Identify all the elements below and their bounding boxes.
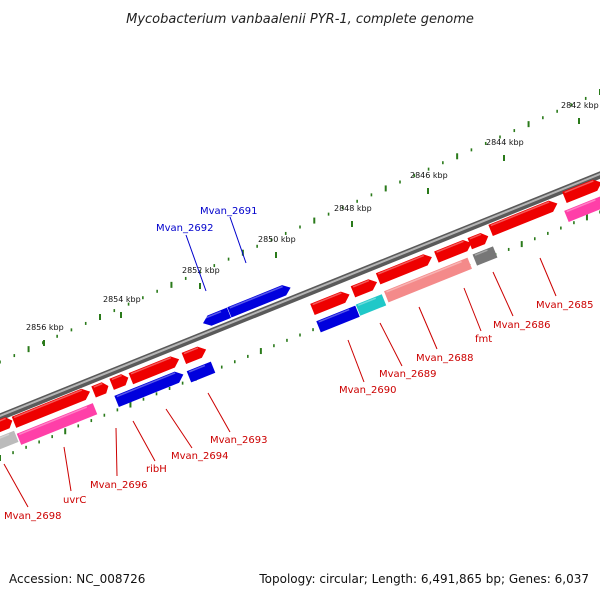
gene-highlight — [183, 347, 199, 355]
gene-label-mvan-2693[interactable]: Mvan_2693 — [210, 435, 267, 446]
gene-highlight — [352, 279, 370, 288]
leader-mvan-2698 — [3, 463, 29, 508]
tick-label: 2844 kbp — [486, 138, 524, 147]
gene-highlight — [0, 417, 6, 424]
tick-label: 2846 kbp — [410, 171, 448, 180]
label-leader-lines — [3, 216, 557, 508]
tick-label: 2842 kbp — [561, 101, 599, 110]
gene-mvan-2692 — [203, 307, 232, 326]
gene-label-mvan-2686[interactable]: Mvan_2686 — [493, 320, 550, 331]
feature-mvan-2688 — [384, 257, 472, 303]
gene-mvan-2691 — [227, 285, 291, 318]
gene-mvan-2685-fwd — [488, 200, 558, 237]
gene-label-mvan-2692[interactable]: Mvan_2692 — [156, 223, 213, 234]
leader-mvan-2696 — [115, 427, 118, 477]
accession-text: Accession: NC_008726 — [9, 572, 146, 586]
gene-mvan-2684-fwd — [562, 179, 600, 204]
tick-label: 2848 kbp — [334, 204, 372, 213]
leader-mvan-2686 — [492, 271, 514, 317]
leader-mvan-2693 — [207, 392, 231, 433]
tick-label: 2856 kbp — [26, 323, 64, 332]
genome-backbone-highlight — [0, 172, 600, 418]
map-title: Mycobacterium vanbaalenii PYR-1, complet… — [126, 12, 474, 27]
gene-label-mvan-2696[interactable]: Mvan_2696 — [90, 480, 147, 491]
gene-highlight — [130, 357, 172, 375]
gene-ribh-fwd — [109, 374, 129, 390]
feature-mvan-2694 — [114, 371, 184, 408]
gene-label-mvan-2698[interactable]: Mvan_2698 — [4, 511, 61, 522]
gene-highlight — [188, 364, 206, 373]
gene-mvan-2698-fwd — [0, 417, 13, 433]
gene-mvan-2689-fwd — [350, 279, 378, 298]
gene-mvan-2688-fwd — [375, 254, 432, 285]
feature-mvan-2689 — [355, 294, 387, 316]
gene-highlight — [111, 374, 122, 381]
topology-text: Topology: circular; Length: 6,491,865 bp… — [259, 572, 589, 586]
gene-highlight — [318, 308, 350, 323]
leader-mvan-2690 — [347, 339, 365, 383]
gene-fmt-fwd — [434, 239, 472, 263]
gene-label-mvan-2690[interactable]: Mvan_2690 — [339, 385, 396, 396]
gene-mvan-2693-fwd — [181, 346, 207, 365]
gene-highlight — [203, 310, 222, 320]
feature-mvan-2698 — [0, 430, 19, 450]
leader-uvrc — [63, 446, 72, 492]
gene-highlight — [474, 249, 488, 256]
feature-fmt — [472, 246, 498, 266]
inner-tick-ring — [0, 210, 600, 461]
gene-highlight — [0, 433, 10, 440]
gene-highlight — [312, 292, 342, 306]
gene-label-uvrc[interactable]: uvrC — [63, 495, 86, 506]
gene-mvan-2696-fwd — [91, 382, 109, 398]
gene-highlight — [490, 201, 550, 227]
gene-highlight — [18, 406, 88, 436]
leader-mvan-2689 — [379, 322, 403, 367]
gene-mvan-2690-fwd — [310, 291, 350, 316]
gene-label-mvan-2688[interactable]: Mvan_2688 — [416, 353, 473, 364]
gene-label-mvan-2689[interactable]: Mvan_2689 — [379, 369, 436, 380]
gene-label-mvan-2694[interactable]: Mvan_2694 — [171, 451, 228, 462]
gene-highlight — [377, 254, 425, 275]
outer-tick-ring: 2842 kbp 2844 kbp 2846 kbp 2848 kbp 2850 kbp… — [0, 89, 600, 364]
feature-mvan-2693 — [186, 361, 216, 383]
gene-features — [0, 179, 600, 450]
gene-highlight — [436, 240, 464, 253]
tick-label: 2854 kbp — [103, 295, 141, 304]
gene-mvan-2694-fwd — [128, 356, 180, 385]
leader-mvan-2692 — [185, 234, 207, 292]
gene-uvrc-fwd — [11, 388, 91, 428]
feature-mvan-2685 — [564, 195, 600, 223]
gene-highlight — [564, 180, 594, 194]
gene-highlight — [13, 389, 83, 419]
leader-mvan-2691 — [229, 216, 247, 264]
leader-mvan-2694 — [165, 408, 193, 449]
feature-mvan-2690 — [316, 305, 360, 333]
gene-label-mvan-2685[interactable]: Mvan_2685 — [536, 300, 593, 311]
gene-highlight — [357, 297, 377, 307]
leader-mvan-2685 — [539, 257, 557, 297]
tick-label: 2852 kbp — [182, 266, 220, 275]
leader-mvan-2688 — [418, 306, 438, 350]
gene-highlight — [229, 285, 283, 309]
feature-uvrc — [16, 403, 98, 445]
gene-highlight — [116, 372, 176, 398]
gene-label-fmt[interactable]: fmt — [475, 334, 492, 345]
gene-highlight — [566, 199, 596, 213]
leader-ribh — [132, 420, 156, 462]
gene-highlight — [93, 382, 103, 388]
gene-highlight — [386, 260, 462, 293]
leader-fmt — [463, 287, 482, 332]
gene-highlight — [469, 233, 482, 240]
tick-label: 2850 kbp — [258, 235, 296, 244]
gene-mvan-2686-fwd — [467, 232, 489, 250]
gene-label-mvan-2691[interactable]: Mvan_2691 — [200, 206, 257, 217]
gene-label-ribh[interactable]: ribH — [146, 464, 167, 475]
